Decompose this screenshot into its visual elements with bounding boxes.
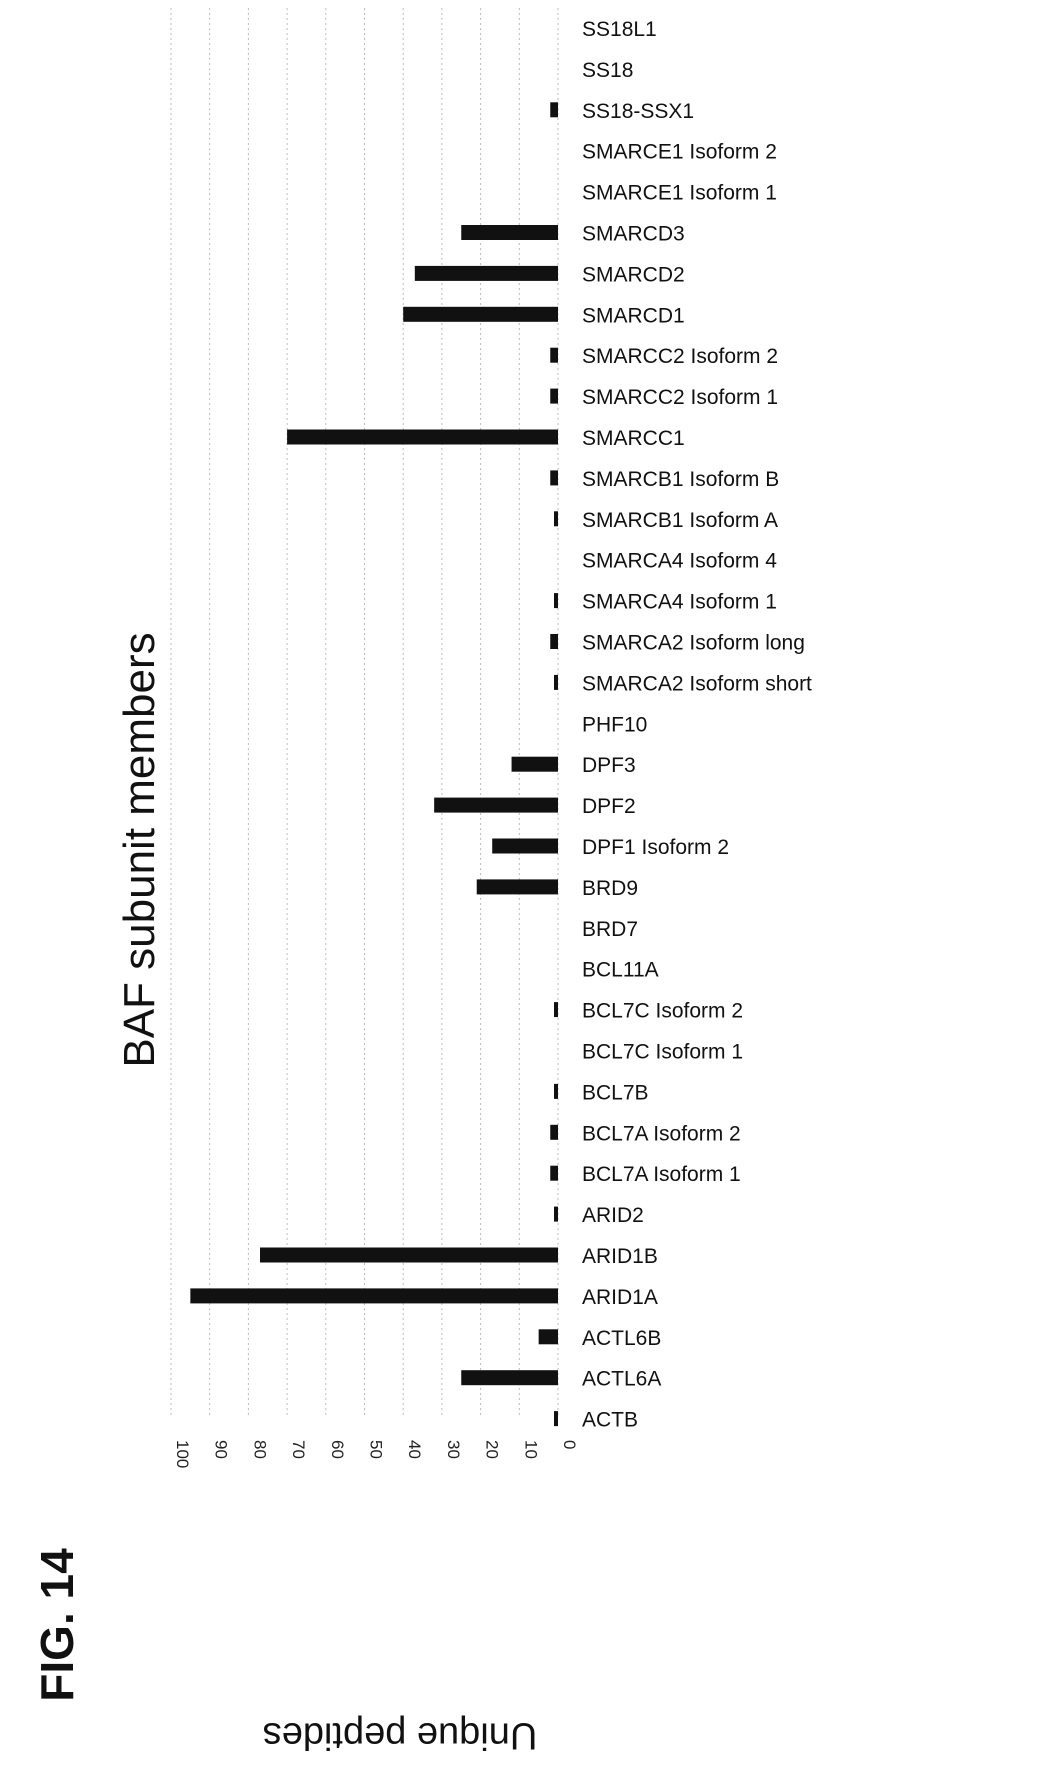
- category-label: BCL7A Isoform 2: [582, 1122, 741, 1145]
- bar: [550, 1165, 558, 1181]
- tick-label: 30: [444, 1440, 463, 1459]
- bars: [190, 102, 558, 1427]
- tick-label: 80: [250, 1440, 269, 1459]
- category-label: SS18: [582, 59, 633, 82]
- bar: [414, 265, 558, 281]
- category-label: SMARCA4 Isoform 4: [582, 550, 777, 573]
- bar: [403, 306, 558, 322]
- bar: [538, 1329, 558, 1345]
- figure-label: FIG. 14: [12, 1500, 102, 1750]
- category-label: BCL7B: [582, 1081, 649, 1104]
- bar: [434, 797, 558, 813]
- bar: [550, 1124, 558, 1140]
- category-label: ACTL6A: [582, 1368, 661, 1391]
- category-label: BCL7A Isoform 1: [582, 1163, 741, 1186]
- category-label: SMARCE1 Isoform 1: [582, 182, 777, 205]
- category-label: SMARCA2 Isoform long: [582, 632, 805, 655]
- category-label: ARID1B: [582, 1245, 658, 1268]
- category-label: DPF1 Isoform 2: [582, 836, 729, 859]
- tick-label: 50: [367, 1440, 386, 1459]
- bar: [461, 225, 558, 240]
- chart-title-text: BAF subunit members: [115, 632, 164, 1068]
- category-label: SMARCA2 Isoform short: [582, 672, 812, 695]
- bar: [511, 756, 558, 772]
- category-label: BCL7C Isoform 1: [582, 1041, 743, 1064]
- bar: [260, 1247, 558, 1263]
- tick-label: 40: [405, 1440, 424, 1459]
- axis-label: Unique peptides: [200, 1700, 600, 1770]
- category-label: DPF2: [582, 795, 636, 818]
- bar: [461, 1370, 558, 1386]
- tick-label: 100: [173, 1440, 192, 1468]
- category-label: SMARCD1: [582, 304, 685, 327]
- category-label: ACTB: [582, 1409, 638, 1432]
- category-label: SMARCD3: [582, 223, 685, 246]
- category-label: BRD7: [582, 918, 638, 941]
- bar: [554, 511, 558, 527]
- bar: [554, 1083, 558, 1099]
- bar: [550, 388, 558, 404]
- tick-label: 70: [289, 1440, 308, 1459]
- category-label: BCL7C Isoform 2: [582, 1000, 743, 1023]
- category-label: SMARCE1 Isoform 2: [582, 141, 777, 164]
- tick-label: 60: [328, 1440, 347, 1459]
- category-label: SMARCB1 Isoform A: [582, 509, 778, 532]
- category-label: SMARCD2: [582, 263, 685, 286]
- figure-label-text: FIG. 14: [31, 1548, 83, 1702]
- category-label: PHF10: [582, 713, 647, 736]
- category-label: BRD9: [582, 877, 638, 900]
- category-label: SMARCC1: [582, 427, 685, 450]
- bar: [554, 1411, 558, 1427]
- tick-labels: 0 10 20 30 40 50 60 70 80 90 100: [173, 1440, 579, 1468]
- bar: [550, 634, 558, 649]
- category-label: DPF3: [582, 754, 636, 777]
- bar: [554, 1206, 558, 1222]
- bar: [492, 838, 558, 854]
- axis-label-text: Unique peptides: [262, 1714, 538, 1757]
- category-label: ARID1A: [582, 1286, 658, 1309]
- category-label: SS18-SSX1: [582, 100, 694, 123]
- category-label: SMARCB1 Isoform B: [582, 468, 779, 491]
- bar: [550, 102, 558, 118]
- category-label: SMARCA4 Isoform 1: [582, 591, 777, 614]
- tick-label: 90: [212, 1440, 231, 1459]
- category-label: ARID2: [582, 1204, 644, 1227]
- category-label: SS18L1: [582, 18, 657, 41]
- category-label: SMARCC2 Isoform 2: [582, 345, 778, 368]
- tick-label: 0: [560, 1440, 579, 1449]
- bar: [550, 470, 558, 486]
- category-label: SMARCC2 Isoform 1: [582, 386, 778, 409]
- bar: [554, 674, 558, 690]
- gridlines: [170, 8, 559, 1418]
- bar: [550, 347, 558, 363]
- bar: [287, 429, 558, 445]
- bar: [554, 1002, 558, 1018]
- chart-title: BAF subunit members: [100, 400, 180, 1300]
- bar: [554, 593, 558, 609]
- category-label: BCL11A: [582, 959, 659, 982]
- category-labels: SS18L1 SS18 SS18-SSX1 SMARCE1 Isoform 2 SMAR…: [582, 18, 812, 1432]
- tick-label: 20: [483, 1440, 502, 1459]
- tick-label: 10: [521, 1440, 540, 1459]
- bar: [190, 1288, 558, 1304]
- category-label: ACTL6B: [582, 1327, 661, 1350]
- bar: [476, 879, 558, 895]
